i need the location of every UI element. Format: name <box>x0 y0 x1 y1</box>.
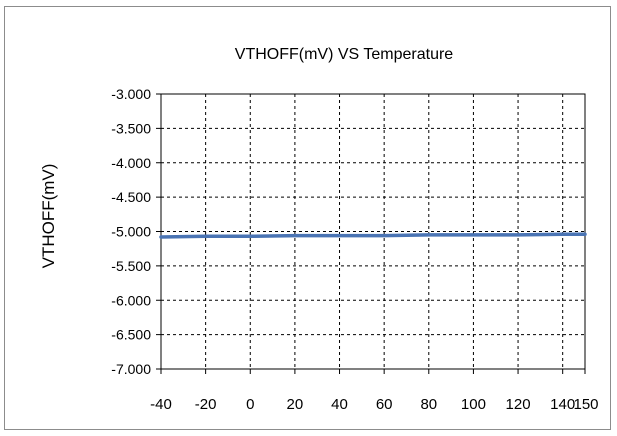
x-tick-label: -40 <box>150 396 172 413</box>
x-tick-label: 140 <box>550 396 575 413</box>
x-tick-label: -20 <box>195 396 217 413</box>
chart-frame <box>4 6 611 430</box>
y-tick-label: -4.000 <box>111 155 151 171</box>
y-tick-labels: -3.000 -3.500 -4.000 -4.500 -5.000 -5.500 -6.0… <box>111 86 151 377</box>
y-axis-label: VTHOFF(mV) <box>39 164 58 269</box>
y-tick-label: -5.000 <box>111 224 151 240</box>
y-tick-label: -6.000 <box>111 292 151 308</box>
x-tick-label: 20 <box>287 396 304 413</box>
chart-title: VTHOFF(mV) VS Temperature <box>235 46 454 63</box>
series-line <box>159 232 587 239</box>
x-tick-label: 60 <box>376 396 393 413</box>
series-layer <box>159 232 587 239</box>
y-tick-label: -3.500 <box>111 120 151 136</box>
x-tick-label: 40 <box>331 396 348 413</box>
plot-area <box>160 93 586 370</box>
y-tick-label: -3.000 <box>111 86 151 102</box>
x-tick-label: 100 <box>461 396 486 413</box>
x-tick-label: 0 <box>246 396 254 413</box>
grid-lines <box>156 93 586 374</box>
x-tick-label: 120 <box>506 396 531 413</box>
y-tick-label: -4.500 <box>111 189 151 205</box>
y-tick-label: -6.500 <box>111 327 151 343</box>
x-tick-label: 80 <box>420 396 437 413</box>
y-tick-label: -5.500 <box>111 258 151 274</box>
y-tick-label: -7.000 <box>111 361 151 377</box>
x-tick-label: 150 <box>573 396 598 413</box>
